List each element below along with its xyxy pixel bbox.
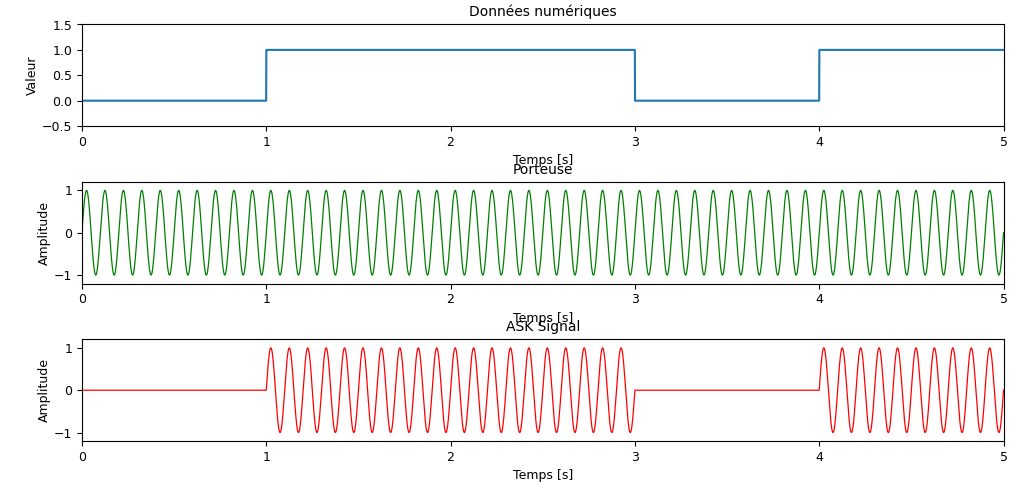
Title: Porteuse: Porteuse <box>512 163 573 176</box>
Title: ASK Signal: ASK Signal <box>506 320 580 334</box>
Y-axis label: Amplitude: Amplitude <box>38 201 51 265</box>
X-axis label: Temps [s]: Temps [s] <box>513 469 572 482</box>
X-axis label: Temps [s]: Temps [s] <box>513 312 572 325</box>
Title: Données numériques: Données numériques <box>469 5 616 19</box>
Y-axis label: Amplitude: Amplitude <box>38 358 51 422</box>
X-axis label: Temps [s]: Temps [s] <box>513 154 572 168</box>
Y-axis label: Valeur: Valeur <box>26 55 39 95</box>
